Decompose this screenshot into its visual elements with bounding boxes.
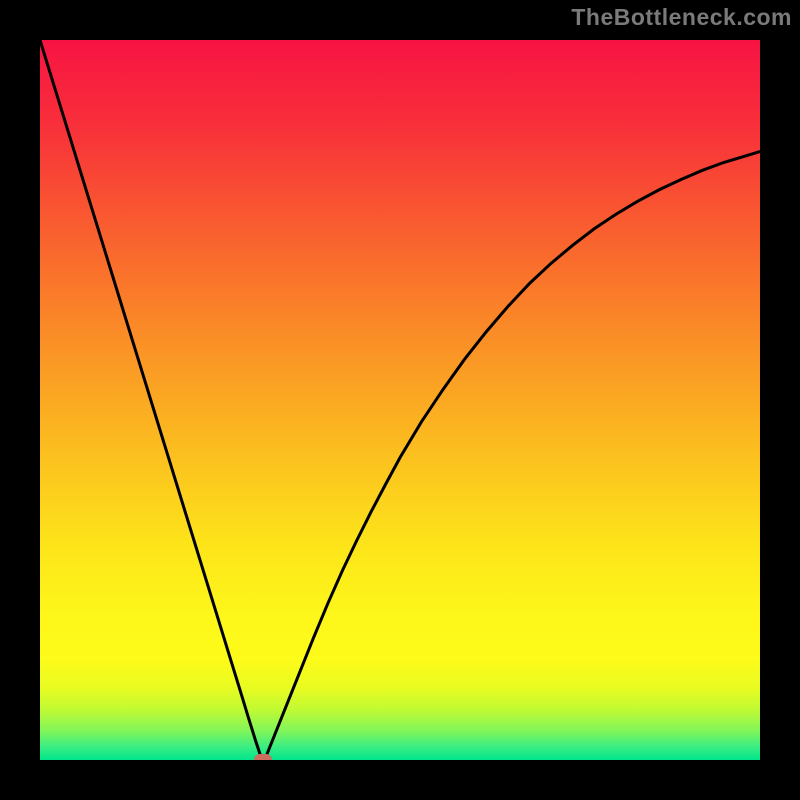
chart-container: TheBottleneck.com — [0, 0, 800, 800]
plot-area — [40, 40, 760, 760]
watermark-label: TheBottleneck.com — [571, 4, 792, 31]
minimum-marker — [254, 754, 272, 760]
bottleneck-curve — [40, 40, 760, 760]
